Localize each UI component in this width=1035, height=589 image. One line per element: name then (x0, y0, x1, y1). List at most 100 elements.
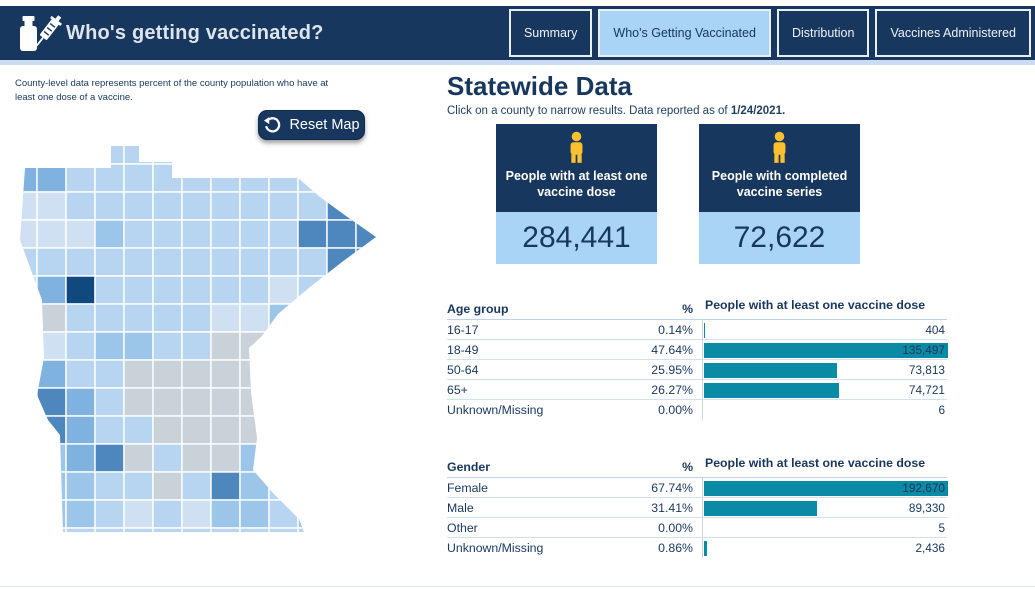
county-cell[interactable] (65, 163, 96, 193)
county-cell[interactable] (355, 191, 382, 221)
county-cell[interactable] (326, 471, 357, 501)
county-cell[interactable] (65, 140, 96, 165)
county-cell[interactable] (152, 359, 183, 389)
county-cell[interactable] (36, 387, 67, 417)
county-cell[interactable] (94, 275, 125, 305)
county-cell[interactable] (268, 443, 299, 473)
county-cell[interactable] (239, 527, 270, 556)
table-row[interactable]: Male 31.41% 89,330 (447, 498, 947, 518)
county-cell[interactable] (152, 191, 183, 221)
county-cell[interactable] (65, 443, 96, 473)
county-cell[interactable] (326, 415, 357, 445)
county-cell[interactable] (10, 443, 38, 473)
county-cell[interactable] (152, 331, 183, 361)
county-cell[interactable] (268, 499, 299, 529)
county-cell[interactable] (10, 359, 38, 389)
county-cell[interactable] (268, 331, 299, 361)
county-cell[interactable] (94, 471, 125, 501)
county-cell[interactable] (123, 359, 154, 389)
county-cell[interactable] (152, 443, 183, 473)
county-cell[interactable] (326, 303, 357, 333)
county-cell[interactable] (297, 303, 328, 333)
tab-distribution[interactable]: Distribution (776, 9, 870, 57)
county-cell[interactable] (239, 415, 270, 445)
county-cell[interactable] (10, 303, 38, 333)
county-cell[interactable] (65, 191, 96, 221)
county-cell[interactable] (210, 499, 241, 529)
county-cell[interactable] (326, 527, 357, 556)
county-cell[interactable] (36, 247, 67, 277)
county-cell[interactable] (10, 331, 38, 361)
table-row[interactable]: Unknown/Missing 0.00% 6 (447, 400, 947, 420)
county-cell[interactable] (297, 191, 328, 221)
county-cell[interactable] (326, 247, 357, 277)
county-cell[interactable] (326, 275, 357, 305)
county-cell[interactable] (94, 415, 125, 445)
county-cell[interactable] (239, 359, 270, 389)
county-cell[interactable] (36, 415, 67, 445)
county-cell[interactable] (94, 387, 125, 417)
table-row[interactable]: 50-64 25.95% 73,813 (447, 360, 947, 380)
county-cell[interactable] (239, 471, 270, 501)
county-cell[interactable] (94, 443, 125, 473)
county-cell[interactable] (65, 471, 96, 501)
county-cell[interactable] (152, 471, 183, 501)
county-cell[interactable] (10, 275, 38, 305)
county-cell[interactable] (152, 387, 183, 417)
county-cell[interactable] (36, 499, 67, 529)
county-cell[interactable] (123, 191, 154, 221)
county-cell[interactable] (268, 527, 299, 556)
county-cell[interactable] (181, 303, 212, 333)
county-cell[interactable] (355, 527, 382, 556)
county-cell[interactable] (152, 499, 183, 529)
county-cell[interactable] (210, 415, 241, 445)
county-cell[interactable] (181, 247, 212, 277)
county-cell[interactable] (239, 303, 270, 333)
county-cell[interactable] (10, 527, 38, 556)
county-cell[interactable] (268, 163, 299, 193)
county-cell[interactable] (94, 140, 125, 165)
county-cell[interactable] (36, 359, 67, 389)
county-cell[interactable] (326, 191, 357, 221)
county-cell[interactable] (297, 140, 328, 165)
county-cell[interactable] (239, 247, 270, 277)
county-cell[interactable] (181, 191, 212, 221)
county-cell[interactable] (36, 303, 67, 333)
county-cell[interactable] (10, 140, 38, 165)
county-cell[interactable] (123, 387, 154, 417)
tab-summary[interactable]: Summary (508, 9, 593, 57)
county-cell[interactable] (65, 387, 96, 417)
county-cell[interactable] (123, 527, 154, 556)
county-cell[interactable] (210, 191, 241, 221)
data-bar[interactable] (704, 382, 839, 398)
county-cell[interactable] (268, 471, 299, 501)
data-bar[interactable] (704, 500, 818, 516)
county-cell[interactable] (36, 191, 67, 221)
county-cell[interactable] (268, 219, 299, 249)
county-cell[interactable] (297, 359, 328, 389)
county-cell[interactable] (239, 443, 270, 473)
county-cell[interactable] (94, 163, 125, 193)
county-cell[interactable] (268, 387, 299, 417)
county-cell[interactable] (94, 303, 125, 333)
county-cell[interactable] (355, 443, 382, 473)
county-cell[interactable] (297, 443, 328, 473)
county-cell[interactable] (123, 415, 154, 445)
county-cell[interactable] (65, 527, 96, 556)
county-cell[interactable] (181, 387, 212, 417)
county-cell[interactable] (239, 499, 270, 529)
county-cell[interactable] (355, 499, 382, 529)
county-cell[interactable] (268, 140, 299, 165)
county-cell[interactable] (268, 191, 299, 221)
county-cell[interactable] (210, 331, 241, 361)
county-cell[interactable] (181, 415, 212, 445)
county-cell[interactable] (94, 219, 125, 249)
county-cell[interactable] (326, 359, 357, 389)
county-cell[interactable] (65, 247, 96, 277)
table-row[interactable]: Other 0.00% 5 (447, 518, 947, 538)
county-cell[interactable] (65, 303, 96, 333)
county-cell[interactable] (123, 163, 154, 193)
county-cell[interactable] (36, 163, 67, 193)
county-cell[interactable] (36, 471, 67, 501)
county-cell[interactable] (326, 331, 357, 361)
